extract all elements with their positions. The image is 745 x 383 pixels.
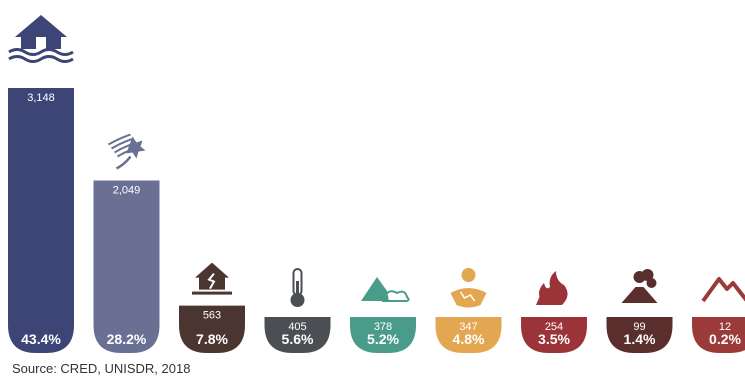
- percent-label: 28.2%: [107, 331, 147, 347]
- bar-group-mass-movement-dry: 120.2%: [692, 277, 745, 353]
- percent-label: 7.8%: [196, 331, 228, 347]
- bar-extreme-temperature: [264, 317, 331, 353]
- bar-mass-movement-dry: [692, 317, 745, 353]
- bar-group-flood: 3,148 43.4%: [8, 15, 74, 353]
- value-label: 99: [633, 321, 645, 333]
- bar-storm: [93, 180, 160, 353]
- value-label: 378: [374, 321, 392, 333]
- value-label: 347: [459, 321, 477, 333]
- value-label: 405: [288, 321, 306, 333]
- percent-label: 43.4%: [21, 331, 61, 347]
- storm-icon: [107, 133, 146, 170]
- mountain-icon: [701, 277, 745, 303]
- percent-label: 0.2%: [709, 331, 741, 347]
- percent-label: 1.4%: [624, 331, 656, 347]
- percent-label: 3.5%: [538, 331, 570, 347]
- bar-wildfire: [521, 317, 587, 353]
- source-note: Source: CRED, UNISDR, 2018: [12, 361, 191, 376]
- bar-group-storm: 2,049 28.2%: [93, 133, 160, 353]
- wildfire-icon: [536, 271, 568, 305]
- percent-label: 4.8%: [453, 331, 485, 347]
- bar-landslide: [350, 317, 416, 353]
- bar-drought: [435, 317, 502, 353]
- value-label: 563: [203, 310, 221, 322]
- bar-earthquake: [179, 305, 245, 353]
- thermometer-icon: [290, 268, 305, 307]
- value-label: 3,148: [27, 92, 55, 104]
- bar-volcanic-activity: [606, 317, 673, 353]
- flood-house-icon: [8, 15, 74, 63]
- value-label: 12: [719, 321, 731, 333]
- percent-label: 5.2%: [367, 331, 399, 347]
- value-label: 2,049: [113, 185, 141, 197]
- bar-flood: [8, 88, 74, 353]
- bar-group-volcanic-activity: 991.4%: [606, 269, 673, 353]
- bar-group-earthquake: 563 7.8%: [179, 262, 245, 353]
- percent-label: 5.6%: [282, 331, 314, 347]
- volcano-icon: [621, 269, 658, 303]
- value-label: 254: [545, 321, 563, 333]
- earthquake-house-icon: [192, 262, 232, 295]
- drought-icon: [450, 268, 487, 308]
- landslide-icon: [361, 277, 410, 302]
